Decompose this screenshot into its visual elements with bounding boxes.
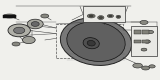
Ellipse shape (27, 19, 43, 29)
Ellipse shape (14, 27, 25, 34)
Ellipse shape (41, 14, 49, 18)
Ellipse shape (87, 40, 95, 46)
Bar (83, 6, 125, 22)
Bar (134, 30, 141, 34)
Ellipse shape (31, 22, 39, 26)
Ellipse shape (147, 30, 154, 34)
Ellipse shape (83, 38, 99, 49)
Bar (131, 26, 157, 56)
Bar (142, 40, 149, 43)
Ellipse shape (116, 15, 121, 18)
Ellipse shape (12, 42, 20, 46)
Ellipse shape (89, 15, 93, 17)
Ellipse shape (22, 36, 35, 44)
Ellipse shape (87, 14, 95, 18)
Ellipse shape (98, 16, 104, 20)
Bar (3, 15, 16, 18)
Ellipse shape (149, 65, 155, 68)
Ellipse shape (133, 63, 142, 68)
Ellipse shape (142, 66, 150, 70)
Ellipse shape (8, 24, 30, 37)
Ellipse shape (117, 16, 120, 18)
Bar (134, 40, 141, 43)
Ellipse shape (99, 17, 102, 19)
Ellipse shape (60, 18, 132, 65)
Ellipse shape (3, 14, 16, 18)
Bar (56, 24, 123, 58)
Ellipse shape (141, 48, 147, 51)
Ellipse shape (140, 20, 148, 24)
Ellipse shape (107, 14, 114, 18)
Bar (142, 30, 149, 34)
Ellipse shape (144, 40, 150, 43)
Ellipse shape (109, 15, 112, 17)
Ellipse shape (67, 22, 125, 61)
